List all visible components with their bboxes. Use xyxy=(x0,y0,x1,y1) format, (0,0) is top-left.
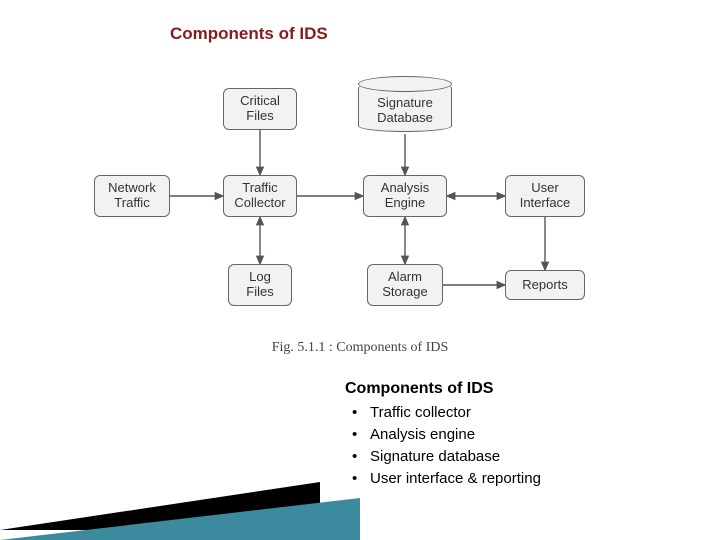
node-collector: TrafficCollector xyxy=(223,175,297,217)
components-bullet-list: Traffic collectorAnalysis engineSignatur… xyxy=(352,402,541,490)
bullet-item: Signature database xyxy=(352,446,541,468)
decorative-wedge-teal xyxy=(0,498,360,540)
node-logs: LogFiles xyxy=(228,264,292,306)
node-network: NetworkTraffic xyxy=(94,175,170,217)
node-reports: Reports xyxy=(505,270,585,300)
node-sigdb: SignatureDatabase xyxy=(358,82,452,132)
bullet-item: Traffic collector xyxy=(352,402,541,424)
node-critical: CriticalFiles xyxy=(223,88,297,130)
bullet-item: User interface & reporting xyxy=(352,468,541,490)
figure-caption: Fig. 5.1.1 : Components of IDS xyxy=(0,340,720,356)
node-ui: UserInterface xyxy=(505,175,585,217)
node-engine: AnalysisEngine xyxy=(363,175,447,217)
bullet-item: Analysis engine xyxy=(352,424,541,446)
components-subheading: Components of IDS xyxy=(345,380,493,398)
node-alarm: AlarmStorage xyxy=(367,264,443,306)
